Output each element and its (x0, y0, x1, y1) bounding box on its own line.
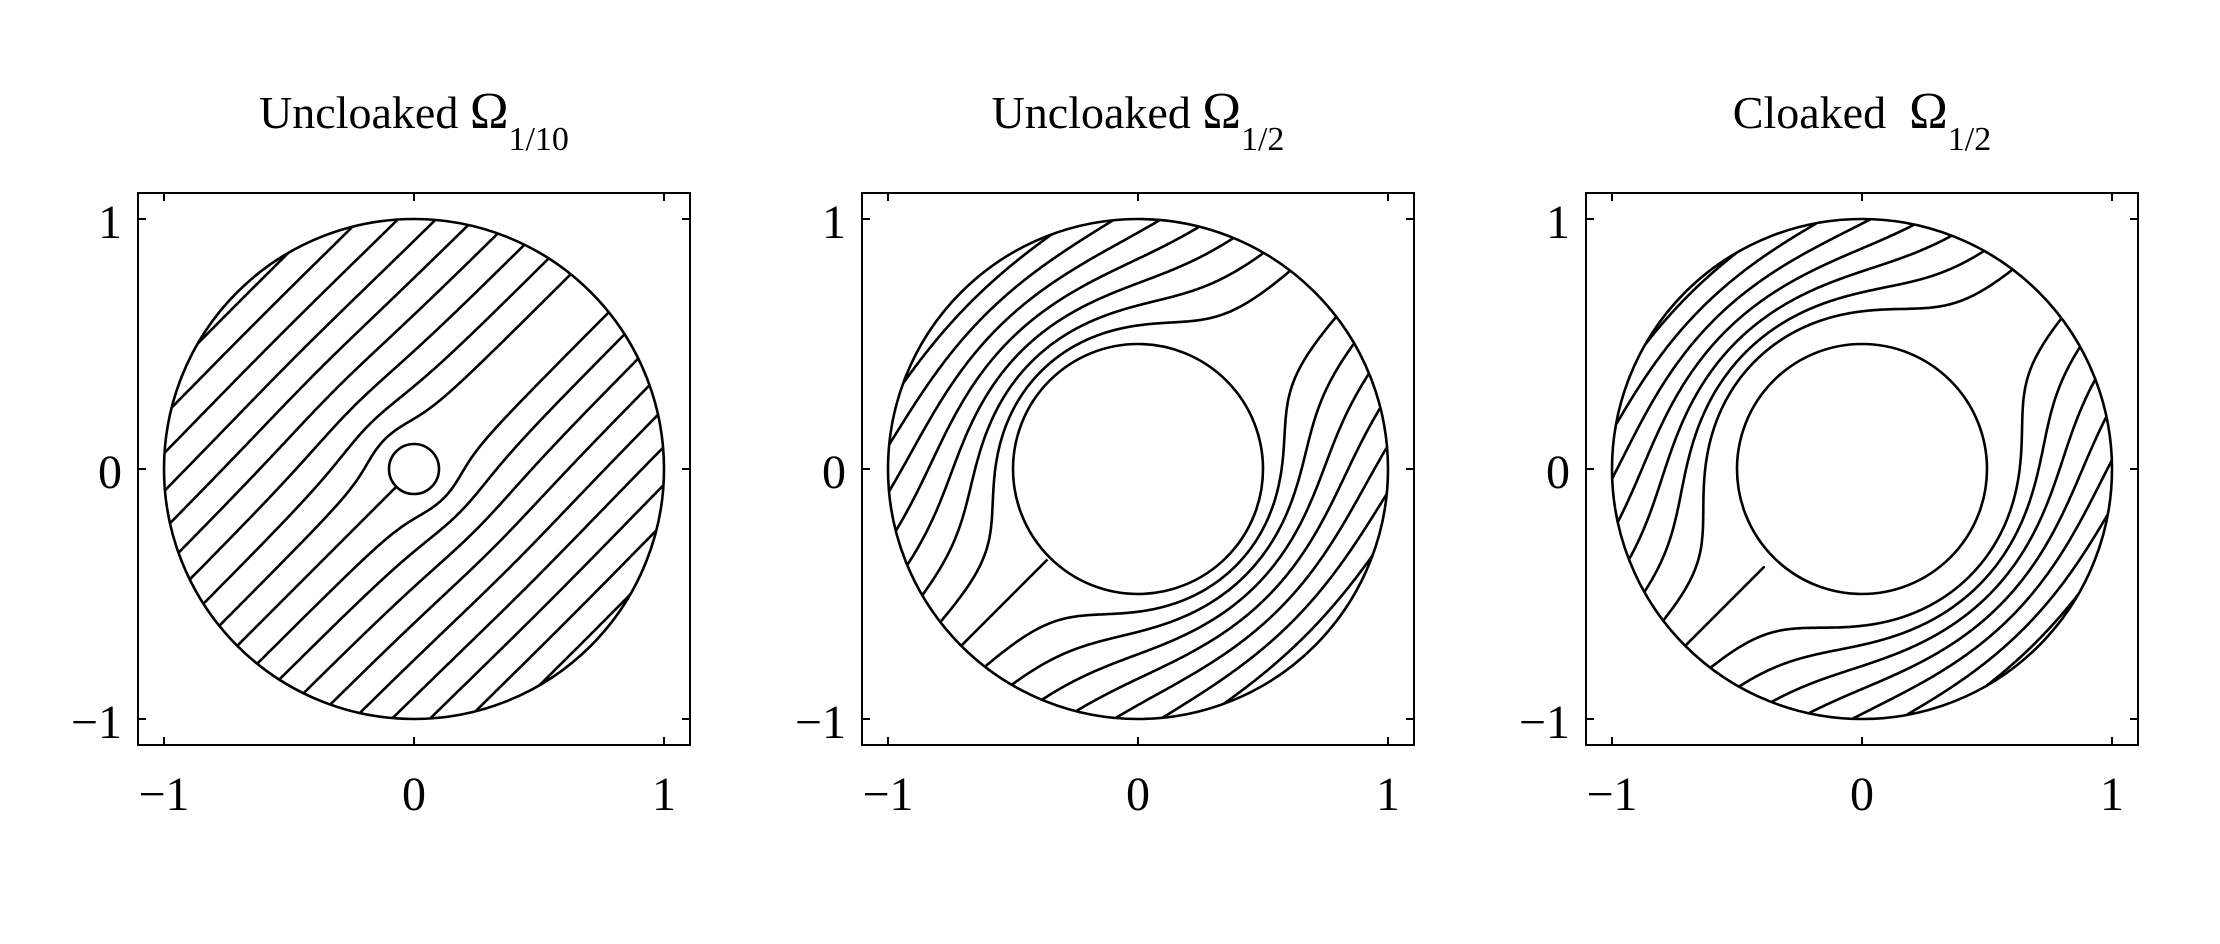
panel-3: Cloaked Ω1/2 −1 0 1 1 0 −1 (1519, 83, 2139, 821)
streamline (1985, 594, 2079, 687)
panel-1-outer-boundary (162, 217, 666, 721)
panel-3-xtick-neg1: −1 (1586, 768, 1637, 821)
panel-1-streamlines (164, 219, 664, 719)
panel-3-outer-boundary (1610, 217, 2114, 721)
panel-2-ticks (862, 193, 1414, 745)
panel-3-xtick-0: 0 (1850, 768, 1874, 821)
panel-3-xtick-1: 1 (2100, 768, 2124, 821)
panel-1-ticks (138, 193, 690, 745)
panel-2: Uncloaked Ω1/2 −1 0 1 1 0 −1 (795, 83, 1415, 821)
streamline (1852, 459, 2113, 720)
panel-2-ytick-neg1: −1 (795, 696, 846, 749)
panel-3-inner-obstacle (1735, 342, 1989, 596)
streamline (429, 484, 664, 719)
streamline (1662, 268, 2014, 622)
panel-2-outer-boundary (886, 217, 1390, 721)
streamline (1011, 343, 1355, 686)
panel-2-title: Uncloaked Ω1/2 (992, 83, 1285, 158)
streamline (329, 384, 650, 705)
panel-3-streamlines (1611, 218, 2113, 720)
panel-3-ytick-1: 1 (1546, 196, 1570, 249)
streamline (1075, 407, 1382, 713)
panel-2-ytick-0: 0 (822, 446, 846, 499)
streamline (888, 219, 1114, 445)
streamline (171, 226, 353, 408)
streamline (894, 225, 1200, 532)
panel-3-ytick-neg1: −1 (1519, 696, 1570, 749)
streamline (475, 530, 657, 712)
streamline (921, 252, 1264, 596)
streamline (1906, 514, 2109, 716)
streamline (939, 270, 1291, 623)
panel-3-ticks (1586, 193, 2138, 745)
streamline (960, 558, 1049, 647)
panel-1-inner-obstacle (387, 442, 441, 496)
streamline (278, 333, 625, 681)
streamline (1615, 222, 1817, 425)
streamline (1709, 317, 2063, 669)
streamline (169, 224, 470, 524)
streamline (888, 219, 1160, 492)
streamline (1616, 223, 1915, 523)
panel-1-xtick-neg1: −1 (138, 768, 189, 821)
streamline (1738, 346, 2081, 688)
streamline (189, 244, 525, 580)
streamline (391, 446, 664, 719)
panel-2-xtick-0: 0 (1126, 768, 1150, 821)
streamline (1808, 416, 2108, 715)
streamline (1643, 250, 1985, 593)
panel-2-xtick-neg1: −1 (862, 768, 913, 821)
panel-2-ytick-1: 1 (822, 196, 846, 249)
panel-1-xtick-0: 0 (402, 768, 426, 821)
panel-1-xtick-1: 1 (652, 768, 676, 821)
streamline (202, 258, 550, 605)
streamline (902, 233, 1053, 384)
streamline (196, 251, 290, 345)
streamline (1684, 566, 1765, 647)
streamline (538, 593, 632, 687)
panel-1: Uncloaked Ω1/10 −1 0 1 1 0 −1 (71, 83, 691, 821)
streamline (256, 312, 610, 665)
panel-2-inner-obstacle (1011, 342, 1265, 596)
streamline (1770, 378, 2097, 704)
panel-1-title: Uncloaked Ω1/10 (259, 83, 569, 158)
streamline (1611, 218, 1872, 479)
streamline (906, 236, 1235, 566)
panel-1-ytick-neg1: −1 (71, 696, 122, 749)
panel-2-xtick-1: 1 (1376, 768, 1400, 821)
streamline (303, 358, 639, 694)
streamline (164, 219, 399, 454)
panel-2-streamlines (888, 219, 1388, 719)
panel-3-ytick-0: 0 (1546, 446, 1570, 499)
streamline (359, 413, 659, 714)
streamline (1627, 234, 1953, 561)
panel-1-ytick-1: 1 (98, 196, 122, 249)
streamline (236, 486, 397, 647)
panel-1-ytick-0: 0 (98, 446, 122, 499)
streamline (218, 273, 571, 627)
panel-3-title: Cloaked Ω1/2 (1733, 83, 1991, 158)
streamline (1041, 372, 1371, 701)
streamline (178, 233, 499, 554)
streamline (1162, 493, 1388, 719)
streamline (1223, 554, 1374, 705)
streamline (1115, 447, 1388, 719)
streamline (164, 219, 437, 492)
streamline (1644, 252, 1737, 346)
streamline (984, 316, 1337, 668)
